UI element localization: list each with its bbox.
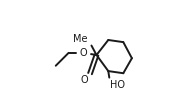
Text: O: O [80,75,88,85]
Text: Me: Me [73,34,88,44]
Text: O: O [80,48,87,58]
Text: HO: HO [110,80,125,90]
